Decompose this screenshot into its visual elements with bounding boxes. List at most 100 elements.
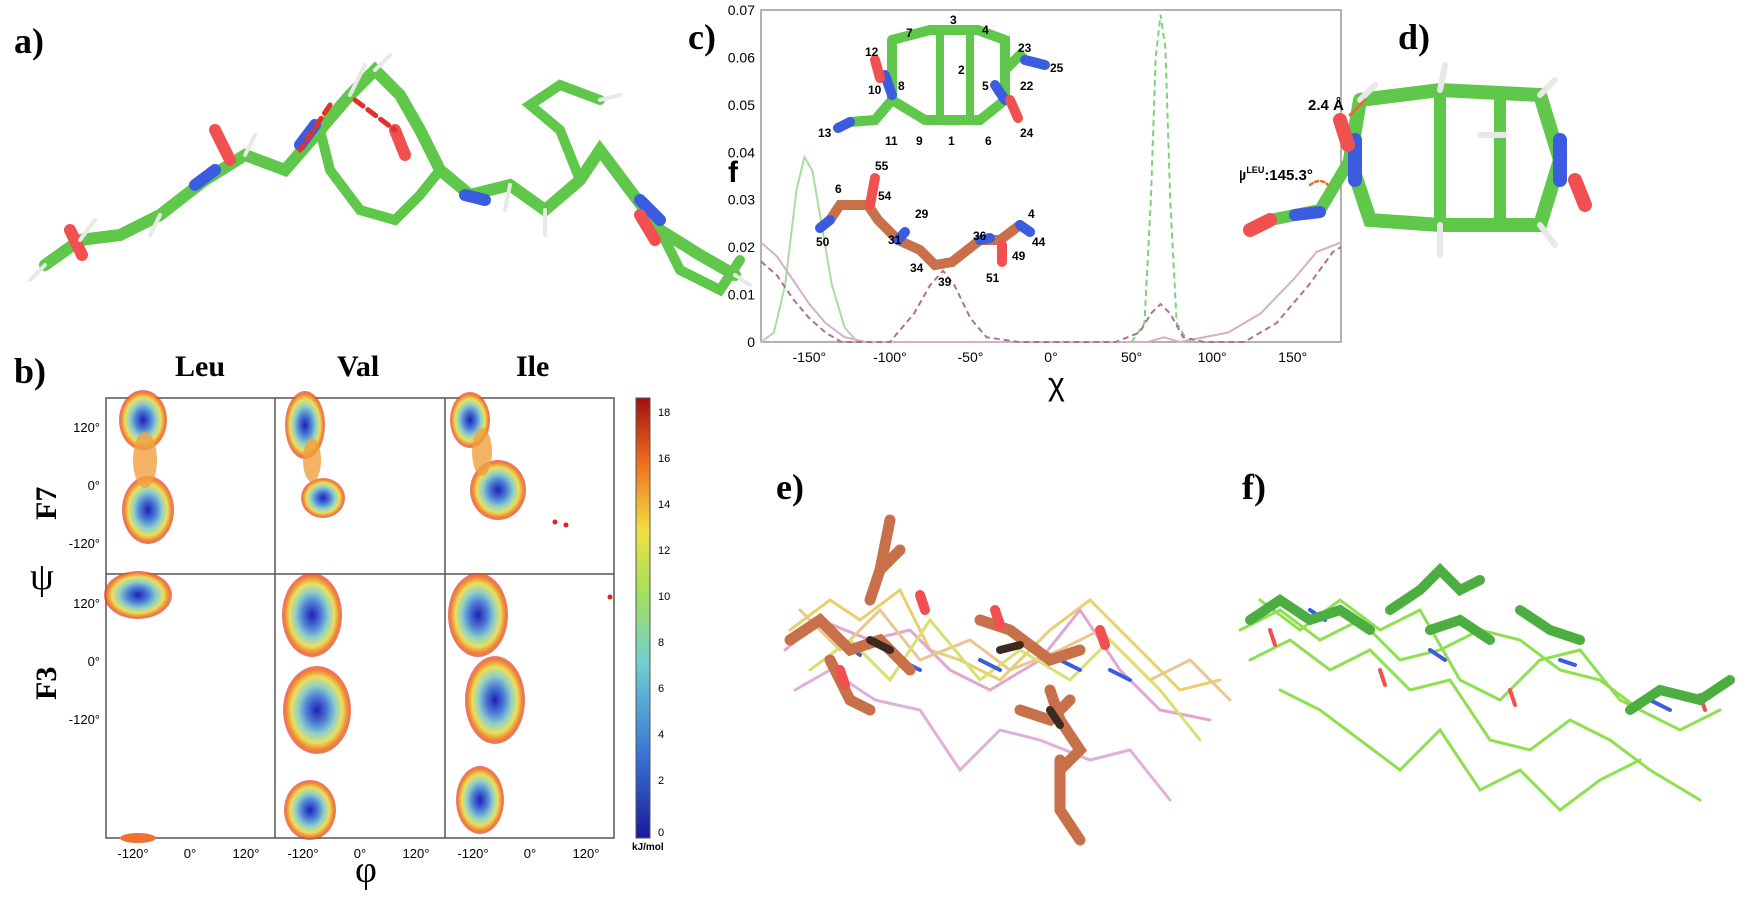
rama-xtick-ile-m120: -120° <box>457 846 488 861</box>
colorbar-unit: kJ/mol <box>632 842 664 853</box>
val-f7-bridge <box>303 438 321 482</box>
atom-label-g4: 4 <box>982 23 989 37</box>
atom-label-g8: 8 <box>898 79 905 93</box>
molecule-a-hbond-1 <box>297 102 333 153</box>
rama-xtick-ile-120: 120° <box>573 846 600 861</box>
molecule-d-dihedral-arc <box>1308 179 1330 187</box>
molecule-d-hbond <box>1348 98 1367 117</box>
atom-label-g6: 6 <box>985 134 992 148</box>
colorbar-ticks: 18 16 14 12 10 8 6 4 2 0 <box>658 407 670 839</box>
rama-ytick-f7-m120: -120° <box>69 536 100 551</box>
rama-xtick-val-m120: -120° <box>287 846 318 861</box>
atom-label-g25: 25 <box>1050 61 1064 75</box>
atom-label-g7: 7 <box>906 26 913 40</box>
ensemble-f-thick-sticks <box>1245 562 1735 715</box>
chart-c-ytick: 0.06 <box>728 49 755 65</box>
cbar-tick-0: 0 <box>658 827 664 839</box>
atom-label-g10: 10 <box>868 83 882 97</box>
atom-label-g5: 5 <box>982 79 989 93</box>
psi-prefix: ψ <box>1240 167 1246 184</box>
ensemble-e-thin-lines <box>783 587 1232 802</box>
panel-label-f: f) <box>1242 467 1266 507</box>
molecule-a-nitrogen-1 <box>189 164 221 191</box>
chart-c-series-2 <box>1130 14 1189 343</box>
molecule-a-sidechain-left <box>521 79 605 185</box>
rama-xtick-leu-m120: -120° <box>117 846 148 861</box>
chart-c-series-1 <box>760 154 874 343</box>
cbar-tick-6: 6 <box>658 683 664 695</box>
chart-c-xtick: 0° <box>1044 349 1057 365</box>
panel-label-d: d) <box>1398 17 1431 57</box>
distance-label: 2.4 Å <box>1308 97 1344 114</box>
atom-label-g24: 24 <box>1020 126 1034 140</box>
molecule-a-oxygen-4 <box>64 224 88 261</box>
atom-label-g1: 1 <box>948 134 955 148</box>
cbar-tick-18: 18 <box>658 407 670 419</box>
chart-c-xtick: -150° <box>793 349 827 365</box>
chart-c-ytick: 0.03 <box>728 192 755 208</box>
rama-xtick-leu-120: 120° <box>233 846 260 861</box>
ensemble-e-thick-dark <box>866 636 1064 729</box>
atom-label-g13: 13 <box>818 126 832 140</box>
molecule-d-oxygen-top <box>1333 113 1355 152</box>
cbar-tick-8: 8 <box>658 637 664 649</box>
molecule-a-nitrogen-4 <box>634 194 666 226</box>
rama-ytick-f3-m120: -120° <box>69 712 100 727</box>
ile-f3-stray <box>607 594 613 600</box>
chart-c-xlabel: χ <box>1048 366 1065 402</box>
rama-ytick-f3-0: 0° <box>88 654 100 669</box>
atom-label-b49: 49 <box>1012 249 1026 263</box>
ile-f7-stray-2 <box>563 522 569 528</box>
rama-ytick-f7-120: 120° <box>73 420 100 435</box>
atom-label-g23: 23 <box>1018 41 1032 55</box>
row-title-f7: F7 <box>30 486 63 520</box>
panel-d-molecule: 2.4 Å ψLEU:145.3° <box>1240 62 1592 258</box>
atom-label-b44: 44 <box>1032 235 1046 249</box>
leu-f3-edge <box>120 833 156 843</box>
chart-c-ytick: 0.05 <box>728 97 755 113</box>
ensemble-e-oxygens <box>835 590 1110 690</box>
ile-f3-well-low <box>465 656 525 744</box>
molecule-a-hbond-2 <box>352 97 398 133</box>
psi-dihedral-label: ψLEU:145.3° <box>1240 165 1313 184</box>
panel-b-ramachandran: 120° 0° -120° 120° 0° -120° -120° 0° 120… <box>69 390 670 861</box>
molecule-a-nitrogen-3 <box>459 189 491 206</box>
panel-e-ensemble <box>783 514 1232 846</box>
atom-label-g11: 11 <box>885 134 898 148</box>
val-f3-well-low <box>283 666 351 754</box>
chart-c-xtick: -50° <box>958 349 984 365</box>
inset-atom-labels-brown: 55 6 54 29 50 31 36 4 34 44 39 49 51 <box>816 159 1046 289</box>
panel-a-molecule <box>28 53 752 297</box>
phi-axis-symbol: φ <box>355 849 377 891</box>
atom-label-g2: 2 <box>958 63 965 77</box>
panel-f-ensemble <box>1238 562 1735 812</box>
chart-c-xtick: 50° <box>1121 349 1142 365</box>
molecule-a-oxygen-3 <box>634 209 661 246</box>
cbar-tick-16: 16 <box>658 453 670 465</box>
inset-molecule-green <box>833 25 1050 133</box>
cbar-tick-4: 4 <box>658 729 664 741</box>
atom-label-b39: 39 <box>938 275 952 289</box>
chart-c-xtick: -100° <box>873 349 907 365</box>
inset-molecule-brown <box>815 173 1035 271</box>
rama-ytick-f7-0: 0° <box>88 478 100 493</box>
chart-c-ytick: 0.02 <box>728 239 755 255</box>
molecule-a-backbone <box>39 61 741 281</box>
chart-c-ytick: 0 <box>747 334 755 350</box>
molecule-d-ring-outer <box>1342 82 1568 232</box>
chart-c-ylabel: f <box>728 156 739 189</box>
chart-c-xtick: 100° <box>1198 349 1227 365</box>
rama-xtick-val-0: 0° <box>354 846 366 861</box>
chart-c-ytick: 0.01 <box>728 287 755 303</box>
val-f3-well-bottom <box>284 780 336 840</box>
ensemble-e-thick-sticks <box>784 514 1088 846</box>
molecule-d-nitrogen-chain <box>1289 206 1326 221</box>
atom-label-b29: 29 <box>915 207 929 221</box>
chart-c-ytick: 0.07 <box>728 2 755 18</box>
cbar-tick-2: 2 <box>658 775 664 787</box>
molecule-a-ring <box>315 125 445 226</box>
val-f7-well-mid <box>301 478 345 518</box>
psi-superscript: LEU <box>1246 165 1264 175</box>
chart-c-series-3 <box>760 241 1342 344</box>
panel-label-a: a) <box>14 21 44 61</box>
